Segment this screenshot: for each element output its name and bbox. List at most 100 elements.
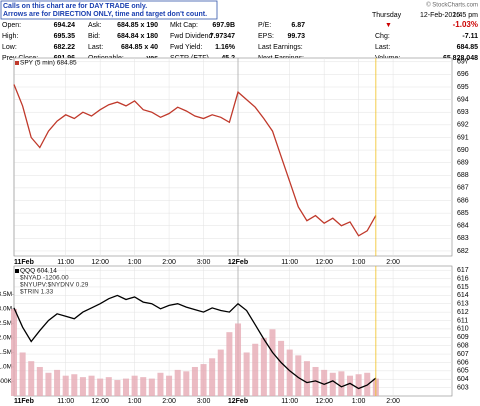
y-tick-label: 694	[457, 96, 469, 103]
volume-bar	[234, 323, 242, 396]
y-tick-label: 605	[457, 368, 469, 375]
y-tick-label: 684	[457, 223, 469, 230]
y-tick-label: 617	[457, 267, 469, 274]
quote-value: 684.85	[457, 44, 479, 51]
legend-entry: $NYUPV:$NYDNV 0.29	[20, 282, 89, 289]
legend-entry: $NYAD -1206.00	[20, 275, 69, 282]
quote-label: High:	[2, 33, 18, 40]
date: 1:45 pm	[453, 12, 478, 19]
quote-label: Low:	[2, 44, 17, 51]
volume-bar	[191, 366, 198, 396]
volume-bar	[243, 352, 250, 396]
volume-bar	[269, 329, 276, 396]
x-tick-label: 1:00	[352, 259, 366, 266]
y-tick-label: 616	[457, 275, 469, 282]
volume-bar	[260, 337, 267, 396]
quote-label: Last:	[375, 44, 390, 51]
volume-bar	[157, 372, 164, 396]
volume-bar	[321, 369, 328, 396]
y-tick-label: 613	[457, 301, 469, 308]
volume-bar	[166, 375, 173, 396]
y2-tick-label: 3.0M	[0, 306, 12, 313]
credit: © StockCharts.com	[426, 2, 478, 9]
volume-bar	[114, 380, 121, 396]
quote-label: Mkt Cap:	[170, 22, 198, 29]
volume-bar	[140, 377, 147, 396]
date: Thursday	[372, 12, 402, 19]
volume-bar	[148, 378, 155, 396]
y2-tick-label: 1.0M	[0, 364, 12, 371]
quote-value: 695.35	[54, 33, 76, 40]
notice-line: Arrows are for DIRECTION ONLY, time and …	[3, 11, 207, 18]
y2-tick-label: 500K	[0, 378, 13, 385]
y-tick-label: 682	[457, 248, 469, 255]
notice-box	[0, 0, 218, 20]
quote-label: Last Earnings:	[258, 44, 303, 51]
x-tick-label: 11:00	[57, 259, 74, 266]
x-tick-label: 1:00	[128, 398, 142, 405]
quote-value: 694.24	[54, 22, 76, 29]
quote-value: -1.03%	[453, 20, 478, 29]
quote-label: EPS:	[258, 33, 274, 40]
y2-tick-label: 2.0M	[0, 335, 12, 342]
volume-bar	[79, 377, 86, 396]
y-tick-label: 685	[457, 210, 469, 217]
x-tick-label: 11:00	[57, 398, 74, 405]
volume-bar	[54, 369, 61, 396]
y-tick-label: 692	[457, 122, 469, 129]
volume-bar	[329, 372, 336, 396]
volume-bar	[28, 361, 35, 396]
volume-bar	[183, 371, 190, 396]
x-tick-label: 2:00	[386, 259, 400, 266]
y-tick-label: 606	[457, 359, 469, 366]
y-tick-label: 688	[457, 172, 469, 179]
x-tick-label: 1:00	[128, 259, 142, 266]
notice-line: Calls on this chart are for DAY TRADE on…	[3, 3, 147, 10]
volume-bar	[278, 340, 285, 396]
quote-value: 1.16%	[215, 44, 236, 51]
legend-entry: SPY (5 min) 684.85	[20, 60, 77, 67]
price-line	[13, 294, 377, 390]
volume-bar	[346, 375, 354, 396]
volume-bar	[252, 343, 259, 396]
x-tick-label: 12Feb	[228, 259, 248, 266]
x-tick-label: 11:00	[281, 259, 298, 266]
y-tick-label: 689	[457, 160, 469, 167]
volume-bar	[71, 374, 78, 396]
volume-bar	[355, 374, 362, 396]
volume-bar	[295, 355, 302, 396]
volume-bar	[217, 349, 224, 396]
x-tick-label: 12:00	[91, 259, 109, 266]
y-tick-label: 687	[457, 185, 469, 192]
quote-label: P/E:	[258, 22, 271, 29]
x-tick-label: 12:00	[91, 398, 109, 405]
y2-tick-label: 2.5M	[0, 320, 12, 327]
x-tick-label: 3:00	[197, 259, 211, 266]
date: 12-Feb-2026	[420, 12, 460, 19]
quote-value: 65,828,048	[443, 55, 478, 62]
y-tick-label: 604	[457, 376, 469, 383]
quote-value: 682.22	[54, 44, 76, 51]
volume-bar	[36, 366, 43, 396]
x-tick-label: 3:00	[197, 398, 211, 405]
y-tick-label: 614	[457, 292, 469, 299]
y-tick-label: 683	[457, 235, 469, 242]
x-tick-label: 11:00	[281, 398, 298, 405]
volume-bar	[200, 364, 207, 396]
y-tick-label: 615	[457, 284, 469, 291]
quote-label: Last:	[88, 44, 103, 51]
legend-swatch	[15, 269, 19, 273]
y-tick-label: 608	[457, 343, 469, 350]
quote-label: Fwd Dividend	[170, 33, 213, 40]
quote-label: Chg:	[375, 33, 390, 40]
volume-bar	[174, 369, 181, 396]
volume-bar	[338, 371, 345, 396]
y-tick-label: 603	[457, 384, 469, 391]
y-tick-label: 612	[457, 309, 469, 316]
y-tick-label: 686	[457, 197, 469, 204]
volume-bar	[88, 375, 95, 396]
volume-bar	[45, 372, 52, 396]
x-tick-label: 2:00	[386, 398, 400, 405]
